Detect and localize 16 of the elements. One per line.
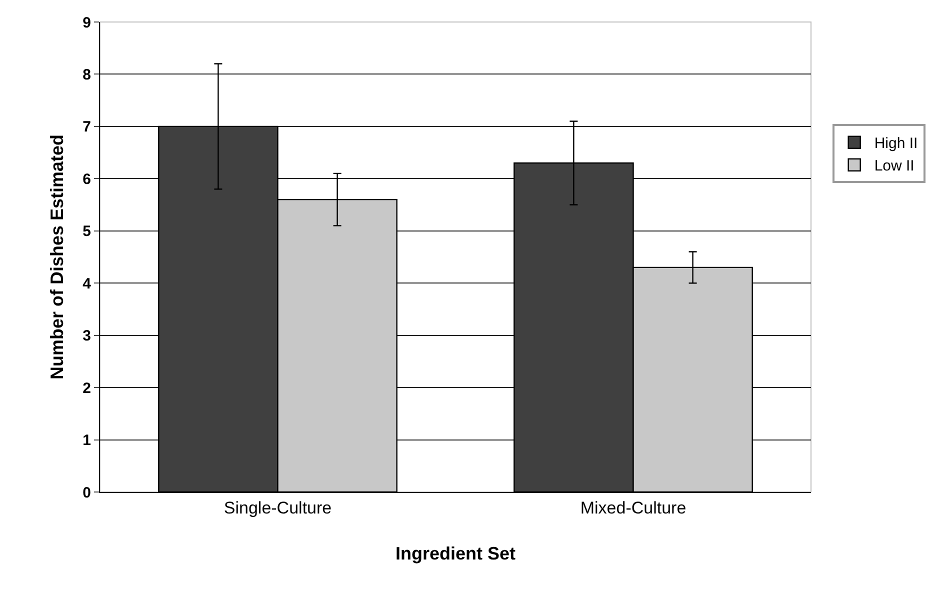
y-tick-label: 1 xyxy=(82,432,91,450)
y-tick-label: 2 xyxy=(82,380,91,397)
x-axis-title: Ingredient Set xyxy=(395,544,516,564)
y-tick-label: 3 xyxy=(82,328,91,345)
y-tick-label: 0 xyxy=(82,484,91,502)
legend-label: Low II xyxy=(874,158,914,175)
legend-label: High II xyxy=(874,135,918,152)
x-tick-label: Single-Culture xyxy=(224,498,332,518)
y-tick-label: 6 xyxy=(82,170,91,188)
y-tick-label: 9 xyxy=(82,14,91,32)
y-tick-label: 8 xyxy=(82,66,91,84)
x-tick-label: Mixed-Culture xyxy=(580,498,686,518)
y-tick-label: 5 xyxy=(82,223,91,240)
y-tick-label: 7 xyxy=(82,118,91,136)
y-tick-label: 4 xyxy=(82,275,92,292)
y-axis-title: Number of Dishes Estimated xyxy=(46,134,67,380)
